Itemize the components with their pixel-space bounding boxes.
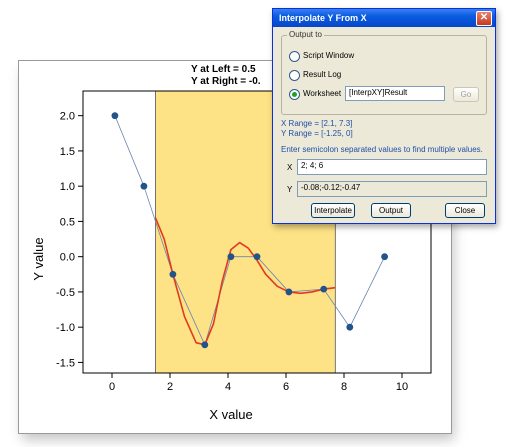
x-axis-label: X value (209, 407, 252, 422)
radio-result-log[interactable] (289, 70, 300, 81)
y-tick-label: 1.0 (60, 181, 75, 193)
x-field-label: X (287, 163, 293, 172)
dialog-title: Interpolate Y From X (279, 13, 367, 23)
x-tick-label: 2 (167, 381, 173, 393)
plot-frame (82, 90, 432, 374)
axis-ticks: 0 2 4 6 8 10 2.0 1.5 1.0 0.5 0.0 -0.5 -1.0 -1.5 (56, 111, 408, 393)
radio-script-window-label: Script Window (303, 51, 355, 60)
x-tick-label: 0 (109, 381, 115, 393)
interpolate-button[interactable]: Interpolate (311, 203, 355, 218)
header-y-at-right: Y at Right = -0. (191, 76, 261, 87)
interpolation-curve (154, 217, 336, 346)
y-tick-label: 0.0 (60, 252, 75, 264)
x-tick-label: 6 (283, 381, 289, 393)
y-range-text: Y Range = [-1.25, 0] (281, 129, 353, 138)
y-tick-label: -1.5 (56, 357, 75, 369)
y-tick-label: -0.5 (56, 287, 75, 299)
worksheet-field[interactable]: [InterpXY]Result (345, 86, 445, 101)
output-button[interactable]: Output (371, 203, 411, 218)
data-connector-line (114, 115, 385, 346)
y-tick-label: 0.5 (60, 216, 75, 228)
x-range-text: X Range = [2.1, 7.3] (281, 119, 353, 128)
data-point (346, 323, 354, 331)
data-point (169, 270, 177, 278)
x-tick-label: 4 (225, 381, 231, 393)
interpolate-dialog[interactable]: Interpolate Y From X ✕ Output to Script … (272, 8, 496, 224)
x-tick-label: 8 (341, 381, 347, 393)
y-values-output: -0.08;-0.12;-0.47 (297, 181, 487, 197)
data-point (285, 288, 293, 296)
group-label: Output to (287, 30, 324, 39)
hint-text: Enter semicolon separated values to find… (281, 145, 483, 154)
header-y-at-left: Y at Left = 0.5 (191, 64, 256, 75)
radio-worksheet-label: Worksheet (303, 89, 342, 98)
radio-result-log-label: Result Log (303, 70, 342, 79)
data-point (140, 182, 148, 190)
data-point (253, 253, 261, 261)
y-axis-label: Y value (31, 237, 46, 280)
y-tick-label: 2.0 (60, 111, 75, 123)
data-points (111, 112, 388, 349)
x-tick-label: 10 (396, 381, 408, 393)
data-point (381, 253, 388, 261)
data-point (320, 285, 328, 293)
go-button[interactable]: Go (453, 87, 479, 102)
x-values-input[interactable]: 2; 4; 6 (297, 159, 487, 175)
radio-script-window[interactable] (289, 51, 300, 62)
close-icon[interactable]: ✕ (476, 11, 492, 26)
data-point (111, 112, 119, 120)
y-tick-label: 1.5 (60, 146, 75, 158)
y-field-label: Y (287, 185, 293, 194)
close-button[interactable]: Close (445, 203, 485, 218)
data-point (227, 253, 235, 261)
y-tick-label: -1.0 (56, 322, 75, 334)
radio-worksheet[interactable] (289, 89, 300, 100)
plot-canvas[interactable]: 0 2 4 6 8 10 2.0 1.5 1.0 0.5 0.0 -0.5 -1.0 -1.5 Y at … (19, 61, 451, 433)
dialog-titlebar[interactable]: Interpolate Y From X ✕ (273, 9, 495, 27)
data-point (201, 341, 209, 349)
output-to-group (281, 35, 487, 115)
